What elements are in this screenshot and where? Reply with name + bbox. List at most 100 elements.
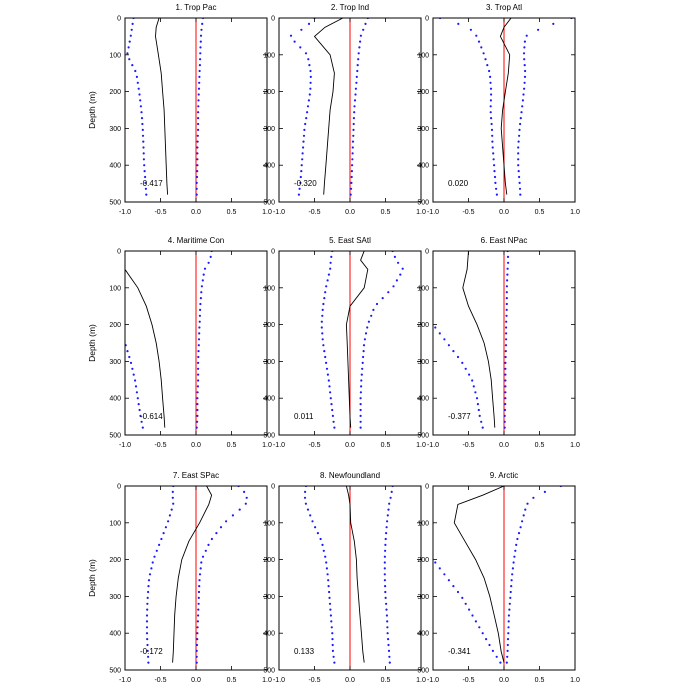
y-tick-label: 0: [425, 249, 429, 256]
dot-point: [386, 626, 389, 629]
dot-point: [304, 52, 308, 55]
dot-point: [504, 385, 507, 388]
dot-point: [144, 175, 147, 179]
dot-point: [380, 491, 382, 493]
dot-point: [352, 134, 355, 137]
dot-point: [490, 93, 493, 96]
x-tick-label: 1.0: [262, 442, 272, 449]
dot-point: [359, 408, 362, 412]
dot-point: [96, 279, 98, 281]
dot-point: [146, 608, 149, 611]
dot-point: [388, 655, 391, 658]
dot-point: [517, 532, 521, 535]
dot-point: [209, 255, 212, 258]
dot-point: [475, 397, 479, 400]
dot-point: [196, 170, 199, 173]
dot-point: [128, 40, 131, 43]
dot-point: [132, 373, 135, 376]
dot-point: [197, 128, 200, 131]
dot-point: [524, 69, 527, 73]
dot-point: [522, 514, 525, 517]
dot-point: [438, 567, 441, 570]
dot-point: [506, 279, 509, 282]
dot-point: [517, 158, 520, 161]
dot-point: [321, 314, 324, 317]
dot-point: [383, 573, 386, 576]
dot-point: [351, 140, 355, 143]
dot-point: [329, 614, 332, 617]
dot-point: [384, 537, 387, 541]
dot-point: [307, 22, 311, 25]
lower-bound-dots: [126, 18, 148, 196]
dot-point: [197, 87, 201, 90]
dot-point: [461, 361, 464, 364]
panel-title: 4. Maritime Con: [168, 236, 224, 245]
dot-point: [293, 40, 296, 43]
panel-2: 2. Trop Ind -1.0 -0.5 0.0 0.5 1.0 0 100 200 300 40…: [263, 3, 426, 216]
dot-point: [443, 573, 446, 576]
dot-point: [199, 34, 203, 37]
y-axis-label: Depth (m): [87, 324, 97, 362]
dot-point: [139, 105, 142, 108]
dot-point: [331, 643, 334, 647]
dot-point: [385, 608, 388, 611]
dot-point: [359, 426, 362, 429]
dot-point: [155, 549, 158, 552]
y-tick-label: 500: [417, 200, 429, 207]
dot-point: [505, 320, 508, 323]
x-tick-label: -0.5: [308, 677, 320, 684]
dot-point: [198, 69, 201, 73]
dot-point: [447, 579, 450, 582]
dot-point: [352, 128, 355, 131]
dot-point: [489, 105, 492, 108]
dot-point: [358, 46, 361, 49]
dot-point: [196, 420, 199, 423]
dot-point: [197, 105, 200, 108]
y-tick-label: 100: [109, 52, 121, 59]
dot-point: [359, 397, 362, 400]
dot-point: [386, 514, 389, 517]
dot-point: [506, 273, 509, 276]
upper-bound-dots: [517, 18, 573, 196]
y-tick-label: 0: [271, 249, 275, 256]
dot-point: [196, 403, 199, 406]
dot-point: [388, 502, 391, 505]
y-tick-label: 500: [109, 668, 121, 675]
dot-point: [171, 496, 174, 499]
dot-point: [134, 379, 137, 382]
y-tick-label: 400: [263, 631, 275, 638]
x-tick-label: 0.0: [191, 209, 201, 216]
dot-point: [384, 585, 387, 588]
dot-point: [139, 99, 142, 102]
dot-point: [506, 649, 509, 653]
dot-point: [309, 75, 312, 78]
dot-point: [321, 338, 324, 341]
correlation-line: [125, 268, 166, 428]
dot-point: [367, 320, 370, 323]
dot-point: [360, 379, 363, 382]
dot-point: [198, 573, 202, 576]
dot-point: [204, 549, 207, 552]
dot-point: [517, 170, 520, 173]
dot-point: [385, 532, 388, 535]
dot-point: [196, 632, 199, 635]
dot-point: [514, 549, 517, 552]
x-tick-label: -0.5: [154, 677, 166, 684]
dot-point: [142, 152, 145, 155]
dot-point: [464, 367, 467, 370]
dot-point: [94, 274, 96, 276]
dot-point: [299, 181, 302, 184]
dot-point: [195, 426, 198, 429]
plot-area: [320, 251, 404, 435]
dot-point: [481, 426, 484, 429]
x-tick-label: 0.0: [191, 677, 201, 684]
y-tick-label: 200: [109, 89, 121, 96]
dot-point: [201, 555, 205, 558]
dot-point: [330, 620, 333, 623]
y-tick-label: 300: [109, 126, 121, 133]
panel-6: 6. East NPac -1.0 -0.5 0.0 0.5 1.0 0 100 200 300 4…: [417, 236, 580, 449]
dot-point: [389, 496, 392, 499]
dot-point: [495, 655, 498, 658]
dot-point: [499, 661, 502, 664]
dot-point: [304, 122, 307, 126]
